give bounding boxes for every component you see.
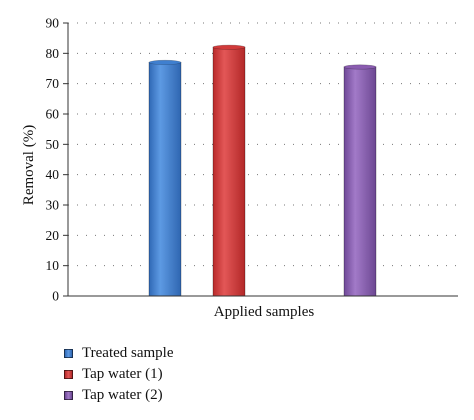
y-tick-label-80: 80 [46, 46, 60, 61]
legend-label-tap-water-2: Tap water (2) [82, 387, 163, 403]
y-tick-label-60: 60 [46, 107, 60, 122]
bar-cap-tap-water-1 [212, 44, 246, 50]
legend-swatch-tap-water-2 [64, 391, 73, 400]
y-axis-label: Removal (%) [21, 125, 37, 205]
legend-item-tap-water-2: Tap water (2) [64, 386, 324, 405]
x-axis-label: Applied samples [214, 304, 315, 320]
bars [148, 44, 377, 297]
y-tick-label-70: 70 [46, 76, 60, 91]
legend-label-treated-sample: Treated sample [82, 345, 174, 361]
y-tick-label-40: 40 [46, 167, 60, 182]
legend: Treated sample Tap water (1) Tap water (… [64, 344, 324, 407]
bar-cap-tap-water-2 [343, 64, 377, 70]
y-tick-label-50: 50 [46, 137, 60, 152]
y-tick-label-30: 30 [46, 198, 60, 213]
bar-tap-water-2 [343, 66, 377, 297]
y-tick-label-0: 0 [52, 289, 59, 304]
y-tick-label-20: 20 [46, 228, 60, 243]
axes [63, 22, 458, 297]
y-tick-label-90: 90 [46, 16, 60, 31]
bar-treated-sample [148, 62, 182, 297]
legend-label-tap-water-1: Tap water (1) [82, 366, 163, 382]
legend-item-treated-sample: Treated sample [64, 344, 324, 363]
y-tick-labels: 0 10 20 30 40 50 60 70 80 90 [46, 16, 60, 304]
legend-item-tap-water-1: Tap water (1) [64, 365, 324, 384]
gridlines [68, 22, 458, 267]
bar-tap-water-1 [212, 46, 246, 297]
bar-cap-treated-sample [148, 59, 182, 65]
legend-swatch-tap-water-1 [64, 370, 73, 379]
legend-swatch-treated-sample [64, 349, 73, 358]
y-tick-label-10: 10 [46, 258, 60, 273]
